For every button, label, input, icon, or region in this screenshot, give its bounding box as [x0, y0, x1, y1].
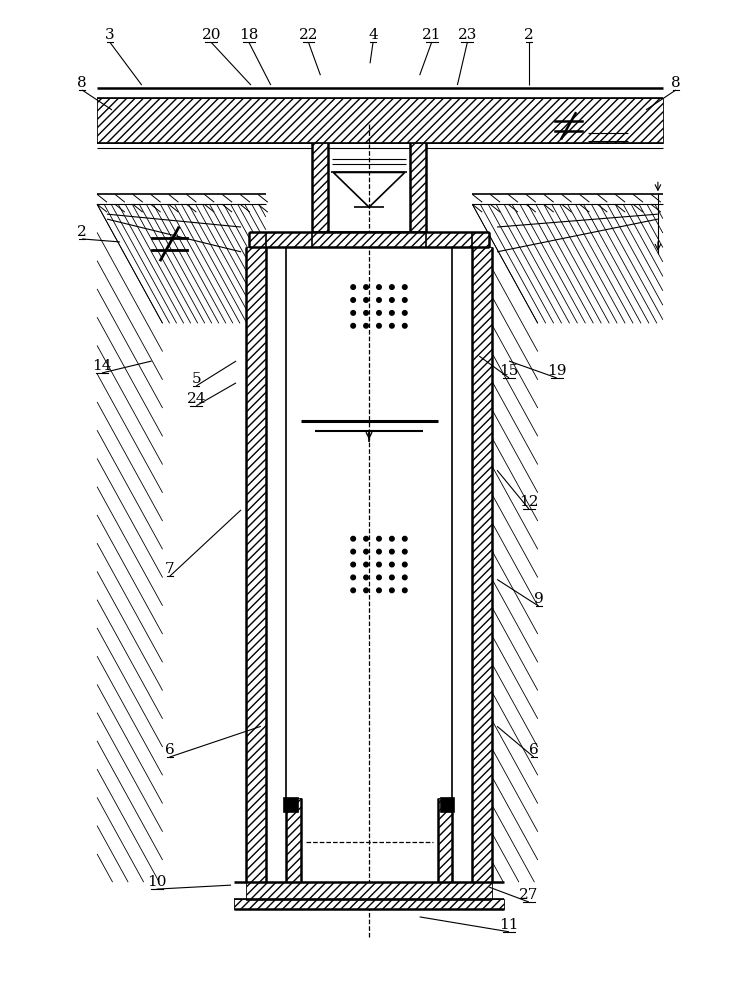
Circle shape — [377, 588, 381, 593]
Circle shape — [390, 536, 394, 541]
Circle shape — [390, 311, 394, 315]
Circle shape — [402, 311, 407, 315]
Text: 12: 12 — [519, 495, 538, 509]
Circle shape — [351, 588, 356, 593]
Text: 8: 8 — [77, 76, 87, 90]
Circle shape — [402, 562, 407, 567]
Text: 8: 8 — [671, 76, 681, 90]
Text: 20: 20 — [202, 28, 221, 42]
Bar — [246, 882, 492, 900]
Text: 15: 15 — [499, 364, 519, 378]
Bar — [438, 798, 453, 882]
Text: 6: 6 — [529, 743, 538, 757]
Text: 2: 2 — [524, 28, 534, 42]
Circle shape — [351, 285, 356, 289]
Circle shape — [364, 562, 368, 567]
Bar — [410, 143, 426, 232]
Text: 18: 18 — [239, 28, 259, 42]
Circle shape — [377, 562, 381, 567]
Circle shape — [390, 549, 394, 554]
Bar — [234, 899, 504, 909]
Bar — [249, 232, 489, 247]
Text: 4: 4 — [368, 28, 378, 42]
Circle shape — [364, 324, 368, 328]
Bar — [286, 798, 301, 882]
Circle shape — [402, 549, 407, 554]
Circle shape — [364, 285, 368, 289]
Bar — [97, 98, 663, 143]
Circle shape — [390, 324, 394, 328]
Circle shape — [402, 285, 407, 289]
Circle shape — [351, 549, 356, 554]
Circle shape — [351, 311, 356, 315]
Circle shape — [377, 298, 381, 302]
Circle shape — [364, 588, 368, 593]
Circle shape — [402, 298, 407, 302]
Circle shape — [377, 575, 381, 580]
Circle shape — [377, 285, 381, 289]
Circle shape — [402, 536, 407, 541]
Text: 22: 22 — [299, 28, 318, 42]
Text: 24: 24 — [186, 392, 206, 406]
Circle shape — [351, 536, 356, 541]
Circle shape — [402, 588, 407, 593]
Text: 21: 21 — [422, 28, 441, 42]
Circle shape — [377, 324, 381, 328]
Text: 7: 7 — [165, 562, 174, 576]
Circle shape — [364, 575, 368, 580]
Bar — [246, 247, 265, 882]
Circle shape — [402, 324, 407, 328]
Circle shape — [351, 575, 356, 580]
Circle shape — [390, 562, 394, 567]
Circle shape — [351, 324, 356, 328]
Circle shape — [390, 575, 394, 580]
Text: 23: 23 — [458, 28, 477, 42]
Text: 3: 3 — [105, 28, 115, 42]
Circle shape — [377, 549, 381, 554]
Bar — [472, 247, 492, 882]
Text: 6: 6 — [165, 743, 174, 757]
Text: 19: 19 — [547, 364, 566, 378]
Circle shape — [390, 285, 394, 289]
Text: 11: 11 — [499, 918, 519, 932]
Circle shape — [377, 311, 381, 315]
Circle shape — [390, 588, 394, 593]
Bar — [286, 247, 453, 798]
Bar — [441, 798, 454, 812]
Circle shape — [351, 298, 356, 302]
Circle shape — [390, 298, 394, 302]
Text: 2: 2 — [77, 225, 87, 239]
Text: 5: 5 — [192, 372, 201, 386]
Bar — [284, 798, 298, 812]
Text: 14: 14 — [92, 359, 112, 373]
Text: 10: 10 — [147, 875, 166, 889]
Circle shape — [377, 536, 381, 541]
Circle shape — [364, 549, 368, 554]
Circle shape — [351, 562, 356, 567]
Text: 27: 27 — [519, 888, 538, 902]
Circle shape — [364, 298, 368, 302]
Circle shape — [402, 575, 407, 580]
Circle shape — [364, 536, 368, 541]
Bar — [313, 143, 329, 232]
Circle shape — [364, 311, 368, 315]
Text: 9: 9 — [534, 592, 544, 606]
